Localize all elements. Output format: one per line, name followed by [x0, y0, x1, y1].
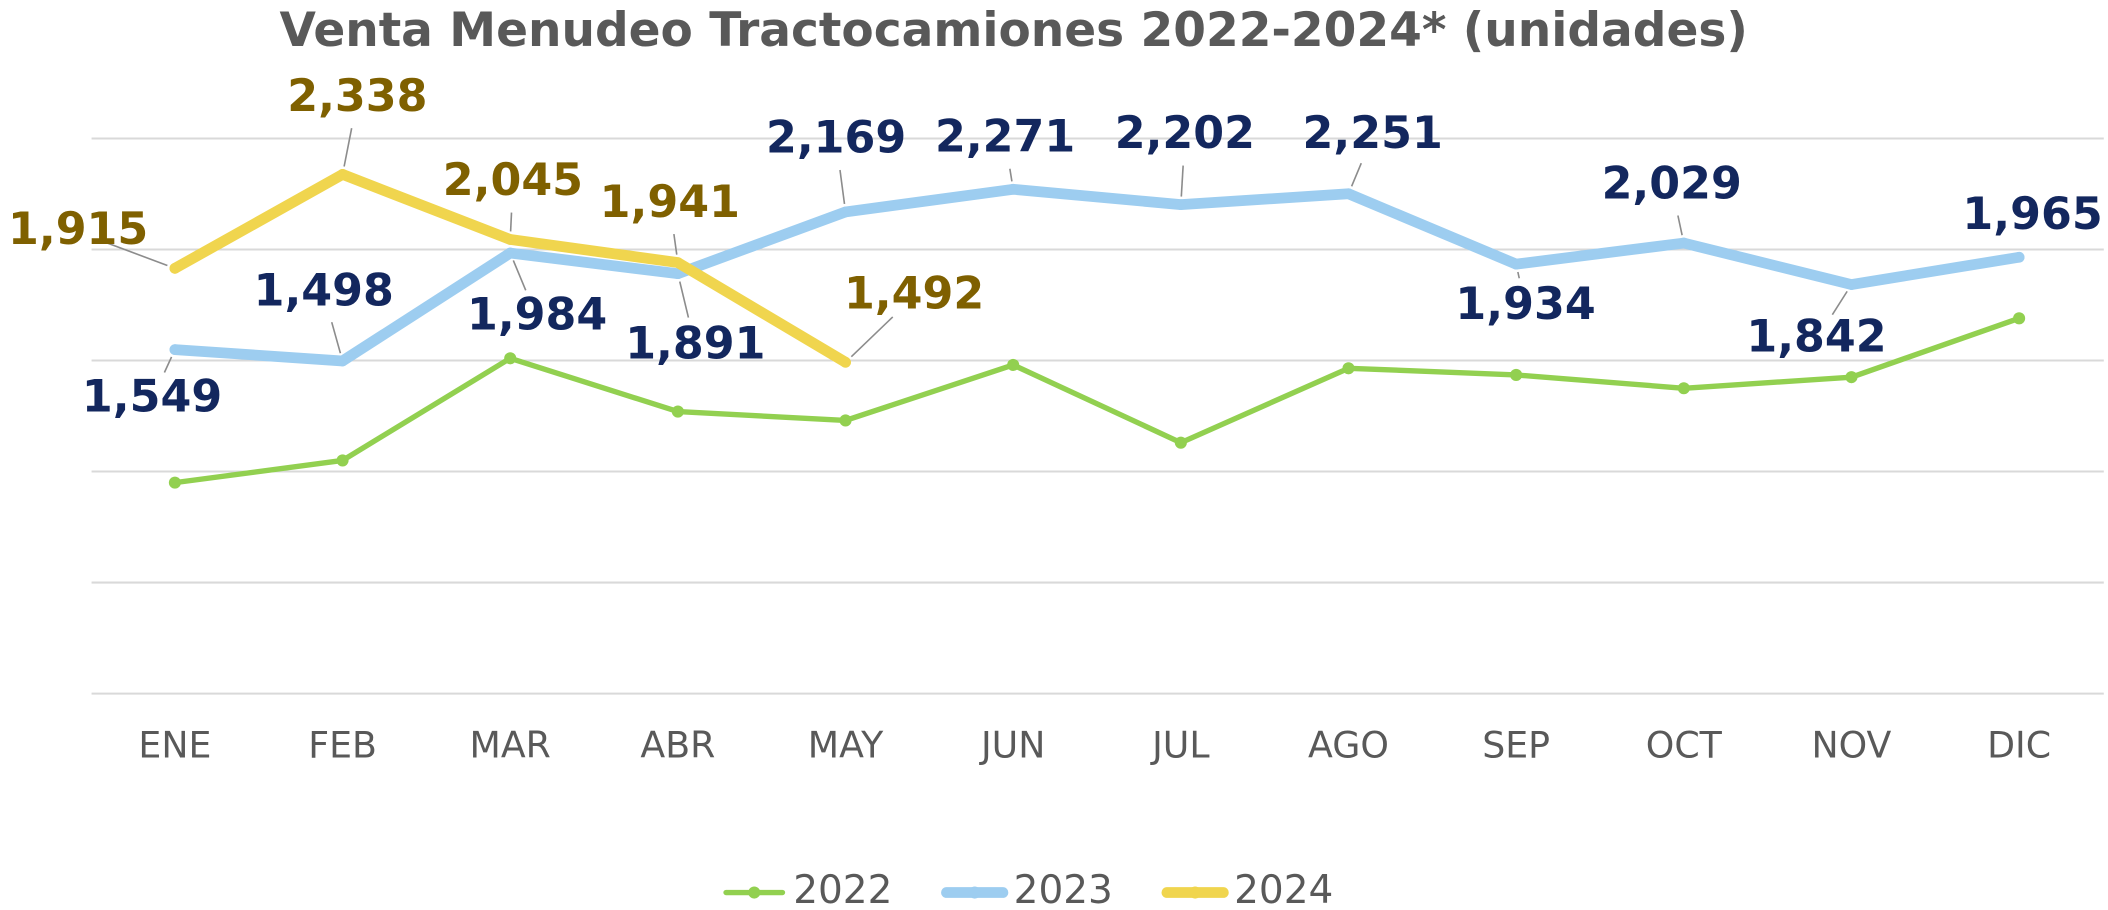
data-label: 1,934 [1455, 279, 1595, 330]
marker [1174, 436, 1187, 449]
leader-line [678, 281, 690, 318]
marker [1677, 382, 1690, 395]
marker [168, 476, 181, 489]
data-label: 2,029 [1602, 159, 1742, 210]
data-label: 1,498 [254, 266, 394, 317]
x-tick-label: JUN [979, 723, 1045, 766]
marker [1678, 237, 1690, 249]
legend-label: 2022 [793, 868, 892, 910]
marker [1510, 368, 1523, 381]
legend-marker [1189, 886, 1202, 899]
marker [671, 405, 684, 418]
data-label: 2,169 [766, 113, 906, 164]
data-label: 1,549 [82, 371, 222, 422]
marker [504, 247, 516, 259]
x-tick-label: OCT [1646, 723, 1723, 766]
leader-line [105, 241, 168, 267]
data-label: 1,842 [1746, 312, 1886, 363]
marker [2013, 312, 2026, 325]
x-tick-label: MAY [808, 723, 884, 766]
legend-label: 2024 [1234, 868, 1333, 910]
x-tick-label: DIC [1987, 723, 2051, 766]
data-label: 1,915 [8, 204, 148, 255]
leader-line [1831, 290, 1848, 316]
x-tick-label: MAR [470, 723, 551, 766]
marker [504, 352, 517, 365]
leader-line [1677, 215, 1683, 236]
leader-line [163, 356, 173, 373]
leader-line [1009, 168, 1013, 182]
data-label: 1,492 [844, 268, 984, 319]
legend-label: 2023 [1014, 868, 1113, 910]
leader-line [1517, 271, 1521, 279]
x-tick-label: JUL [1150, 723, 1210, 766]
marker [1342, 362, 1355, 375]
marker [336, 454, 349, 467]
marker [672, 257, 684, 268]
x-tick-label: ABR [640, 723, 715, 766]
marker [504, 234, 516, 245]
data-label: 2,251 [1303, 108, 1443, 159]
marker [1175, 199, 1187, 210]
data-label: 2,202 [1115, 108, 1255, 159]
leader-line [1180, 165, 1184, 197]
leader-line [330, 321, 342, 354]
leader-line [509, 212, 513, 232]
chart-title: Venta Menudeo Tractocamiones 2022-2024* … [279, 3, 1747, 58]
marker [1510, 258, 1522, 270]
legend-marker [968, 886, 981, 899]
marker [169, 262, 181, 274]
data-label: 2,045 [443, 155, 583, 206]
series-line [169, 183, 2025, 367]
x-tick-label: ENE [138, 723, 211, 766]
marker [1007, 183, 1019, 195]
marker [672, 268, 684, 280]
marker [337, 169, 348, 180]
data-label: 2,338 [287, 71, 427, 122]
leader-line [1350, 162, 1363, 187]
leader-line [512, 260, 527, 291]
data-label: 1,941 [600, 177, 740, 228]
leader-line [673, 233, 678, 255]
leader-line [850, 316, 894, 358]
marker [840, 206, 851, 218]
marker [1007, 358, 1020, 371]
legend-marker [748, 886, 761, 899]
data-label: 2,271 [935, 112, 1075, 163]
data-label: 1,984 [467, 290, 607, 341]
marker [1343, 188, 1354, 200]
marker [337, 355, 348, 367]
leader-line [343, 128, 353, 167]
marker [839, 414, 852, 427]
series-line [172, 315, 2022, 486]
marker [1845, 371, 1858, 384]
marker [169, 344, 181, 356]
data-label: 1,965 [1962, 189, 2102, 240]
data-label: 1,891 [625, 318, 765, 369]
marker [840, 356, 851, 368]
x-tick-label: NOV [1812, 723, 1892, 766]
marker [1846, 279, 1857, 290]
marker [2013, 251, 2025, 263]
leader-line [839, 169, 846, 205]
x-tick-label: AGO [1308, 723, 1389, 766]
x-tick-label: FEB [308, 723, 377, 766]
x-tick-label: SEP [1482, 723, 1550, 766]
